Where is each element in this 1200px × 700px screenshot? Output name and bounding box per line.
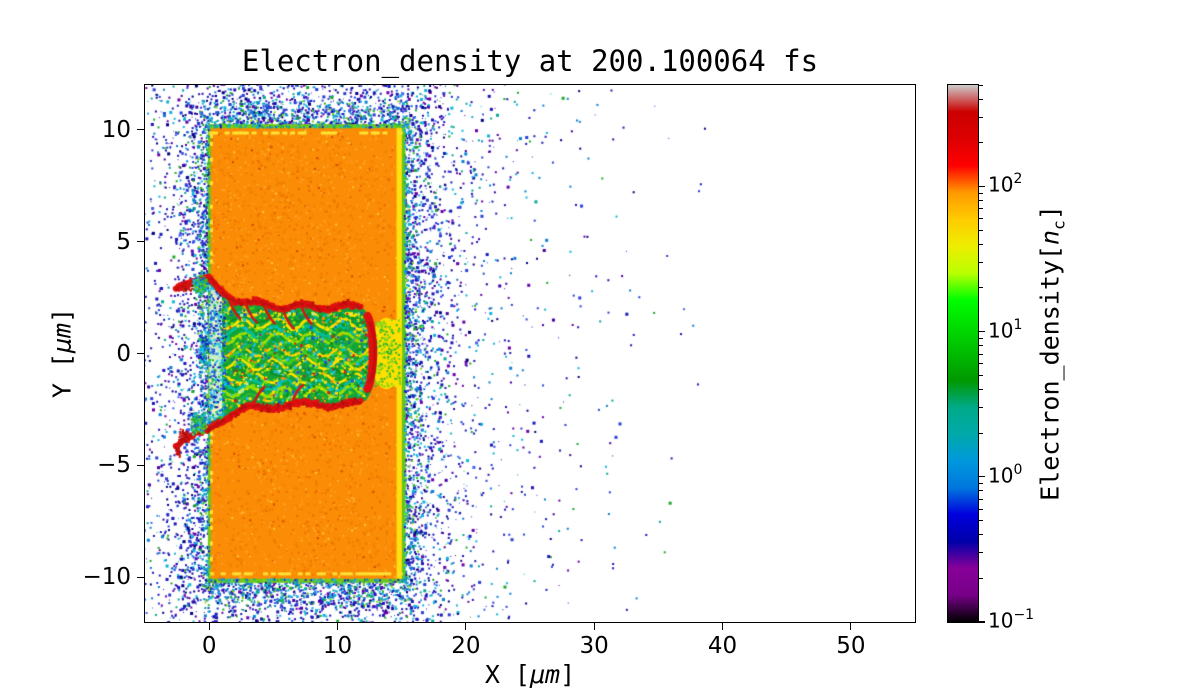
x-tick-label: 40: [707, 633, 738, 659]
colorbar-minor-tick: [979, 345, 983, 347]
x-tick-mark: [721, 623, 724, 630]
colorbar-tick-mark: [979, 185, 985, 188]
colorbar-minor-tick: [979, 482, 983, 484]
colorbar-minor-tick: [979, 229, 983, 231]
chart-title: Electron_density at 200.100064 fs: [241, 44, 819, 78]
x-tick-label: 50: [836, 633, 866, 659]
y-tick-mark: [137, 129, 144, 131]
y-tick-mark: [137, 352, 144, 355]
colorbar-minor-tick: [979, 287, 983, 289]
colorbar-tick-mark: [979, 331, 985, 333]
colorbar-minor-tick: [979, 374, 983, 376]
y-tick-label: 5: [116, 228, 131, 255]
x-tick-label: 20: [451, 633, 481, 659]
colorbar-minor-tick: [979, 407, 983, 409]
y-tick-mark: [137, 464, 144, 466]
colorbar-tick-mark: [979, 476, 985, 478]
y-tick-mark: [137, 576, 144, 578]
x-tick-mark: [465, 623, 467, 630]
colorbar-minor-tick: [979, 353, 983, 355]
colorbar-minor-tick: [979, 116, 983, 118]
colorbar-tick-label: 10−1: [988, 607, 1035, 633]
colorbar-minor-tick: [979, 577, 983, 579]
colorbar-minor-tick: [979, 208, 983, 210]
x-axis-label: X [μm]: [484, 660, 576, 689]
y-tick-label: −5: [97, 452, 131, 479]
colorbar-minor-tick: [979, 520, 983, 522]
colorbar-minor-tick: [979, 261, 983, 263]
colorbar-minor-tick: [979, 337, 983, 339]
colorbar-minor-tick: [979, 388, 983, 390]
colorbar-minor-tick: [979, 192, 983, 194]
colorbar-tick-label: 102: [988, 171, 1023, 198]
density-heatmap-canvas: [145, 85, 915, 622]
y-tick-mark: [137, 241, 144, 243]
colorbar-tick-label: 101: [988, 316, 1023, 343]
colorbar-minor-tick: [979, 363, 983, 365]
colorbar-gradient-canvas: [948, 85, 978, 622]
colorbar-tick-mark: [979, 621, 985, 623]
colorbar-minor-tick: [979, 490, 983, 492]
colorbar-minor-tick: [979, 534, 983, 536]
colorbar-minor-tick: [979, 98, 983, 100]
colorbar-minor-tick: [979, 498, 983, 500]
colorbar-minor-tick: [979, 142, 983, 144]
x-tick-mark: [850, 623, 852, 630]
colorbar-minor-tick: [979, 552, 983, 554]
colorbar-label: Electron_density[nc]: [1035, 205, 1069, 501]
x-tick-label: 0: [201, 633, 217, 659]
colorbar-minor-tick: [979, 243, 983, 245]
y-tick-label: −10: [82, 564, 131, 591]
x-tick-mark: [336, 623, 339, 630]
colorbar-minor-tick: [979, 84, 983, 86]
colorbar-minor-tick: [979, 508, 983, 510]
x-tick-label: 30: [579, 633, 609, 659]
y-tick-label: 10: [101, 116, 131, 143]
y-tick-label: 0: [116, 340, 131, 367]
x-tick-label: 10: [322, 633, 353, 659]
colorbar-minor-tick: [979, 200, 983, 202]
colorbar-minor-tick: [979, 432, 983, 434]
colorbar-tick-label: 100: [988, 461, 1023, 488]
colorbar-minor-tick: [979, 218, 983, 220]
x-tick-mark: [593, 623, 595, 630]
x-tick-mark: [208, 623, 210, 630]
